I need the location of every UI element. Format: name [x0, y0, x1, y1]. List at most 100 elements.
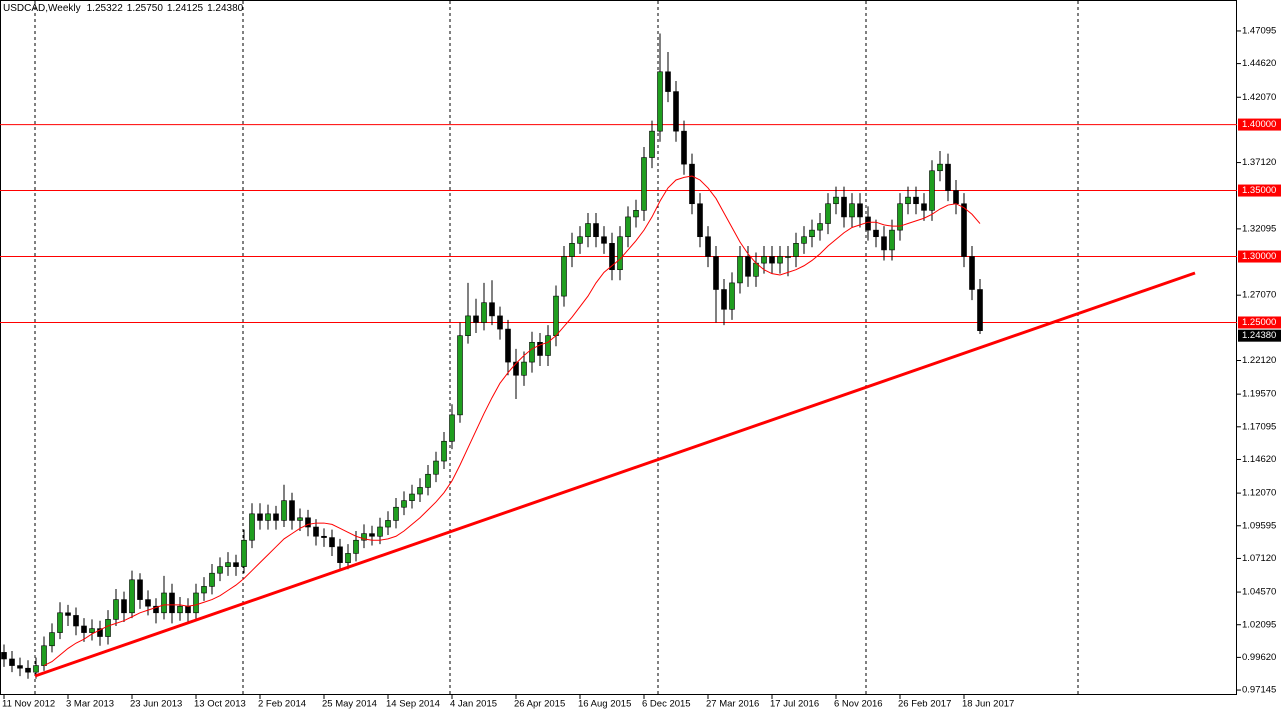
candle-body: [793, 243, 799, 257]
candle-body: [305, 517, 311, 528]
candle-body: [841, 196, 847, 218]
candle-body: [641, 157, 647, 211]
y-tick-label: 1.17095: [1242, 421, 1276, 432]
candle-body: [497, 315, 503, 330]
x-tick-label: 27 Mar 2016: [706, 699, 759, 710]
candle-body: [281, 500, 287, 521]
candle-body: [577, 236, 583, 244]
y-tick-label: 1.44620: [1242, 58, 1276, 69]
candle-body: [257, 513, 263, 521]
candle-body: [633, 210, 639, 218]
candle-body: [41, 645, 47, 666]
candle-body: [537, 341, 543, 356]
candle-body: [193, 592, 199, 614]
candle-body: [33, 665, 39, 673]
x-tick-label: 26 Feb 2017: [898, 699, 951, 710]
quote-open: 1.25322: [87, 3, 124, 14]
candle-body: [713, 256, 719, 290]
candle-body: [1, 652, 7, 660]
candle-body: [809, 229, 815, 238]
moving-average: [43, 175, 981, 667]
candle-body: [49, 632, 55, 647]
candle-body: [697, 203, 703, 238]
candle-body: [337, 546, 343, 563]
candle-body: [433, 460, 439, 475]
candle-body: [145, 599, 151, 607]
candle-body: [889, 229, 895, 251]
x-tick-label: 25 May 2014: [322, 699, 377, 710]
candle-body: [409, 493, 415, 501]
y-tick-label: 1.19570: [1242, 389, 1276, 400]
x-tick-label: 26 Apr 2015: [514, 699, 565, 710]
candle-body: [289, 500, 295, 521]
y-tick-label: 1.04570: [1242, 587, 1276, 598]
y-tick-label: 1.47095: [1242, 25, 1276, 36]
candle-body: [513, 361, 519, 376]
candle-body: [729, 282, 735, 310]
candle-body: [769, 256, 775, 264]
candle-body: [465, 315, 471, 336]
candle-body: [393, 506, 399, 521]
candle-body: [609, 243, 615, 271]
candle-body: [201, 586, 207, 594]
candle-body: [225, 562, 231, 567]
candle-body: [81, 625, 87, 633]
candle-body: [801, 236, 807, 244]
candle-body: [737, 256, 743, 284]
y-tick-label: 0.99620: [1242, 652, 1276, 663]
candle-body: [953, 190, 959, 205]
candle-body: [569, 243, 575, 257]
candle-body: [825, 203, 831, 224]
level-label-box: [1238, 316, 1281, 329]
y-tick-label: 1.37120: [1242, 157, 1276, 168]
y-tick-label: 1.32095: [1242, 223, 1276, 234]
candle-body: [441, 440, 447, 462]
candle-body: [673, 91, 679, 132]
symbol: USDCAD,Weekly: [3, 3, 81, 14]
candle-body: [969, 256, 975, 290]
candle-body: [881, 236, 887, 251]
candle-body: [345, 553, 351, 563]
candle-body: [777, 256, 783, 264]
candle-body: [505, 328, 511, 363]
candle-body: [785, 256, 791, 258]
candle-body: [313, 526, 319, 537]
quote-high: 1.25750: [127, 3, 164, 14]
candle-body: [449, 414, 455, 442]
candle-body: [17, 665, 23, 669]
x-tick-label: 14 Sep 2014: [386, 699, 440, 710]
candle-body: [561, 256, 567, 297]
last-price-box: [1238, 329, 1281, 342]
candle-body: [217, 566, 223, 574]
candle-body: [89, 628, 95, 633]
candle-body: [833, 196, 839, 205]
candle-body: [65, 612, 71, 616]
y-tick-label: 0.97145: [1242, 685, 1276, 696]
candle-body: [657, 71, 663, 132]
candle-body: [249, 513, 255, 541]
y-tick-label: 1.09595: [1242, 520, 1276, 531]
candle-body: [817, 223, 823, 231]
x-tick-label: 23 Jun 2013: [130, 699, 182, 710]
candle-body: [297, 517, 303, 521]
candle-body: [873, 229, 879, 238]
level-label: 1.25000: [1242, 317, 1276, 328]
candle-body: [97, 628, 103, 637]
candle-body: [761, 256, 767, 264]
candle-body: [233, 562, 239, 567]
candle-body: [681, 130, 687, 165]
candle-body: [649, 130, 655, 158]
candle-body: [553, 295, 559, 336]
candle-body: [545, 335, 551, 356]
candle-body: [489, 302, 495, 317]
candle-body: [937, 163, 943, 172]
candle-body: [617, 236, 623, 271]
candle-body: [961, 203, 967, 257]
quote-low: 1.24125: [167, 3, 204, 14]
trend-line: [34, 271, 1196, 678]
candle-body: [9, 658, 15, 666]
candle-body: [209, 572, 215, 587]
y-tick-label: 1.12070: [1242, 488, 1276, 499]
candle-body: [161, 592, 167, 614]
